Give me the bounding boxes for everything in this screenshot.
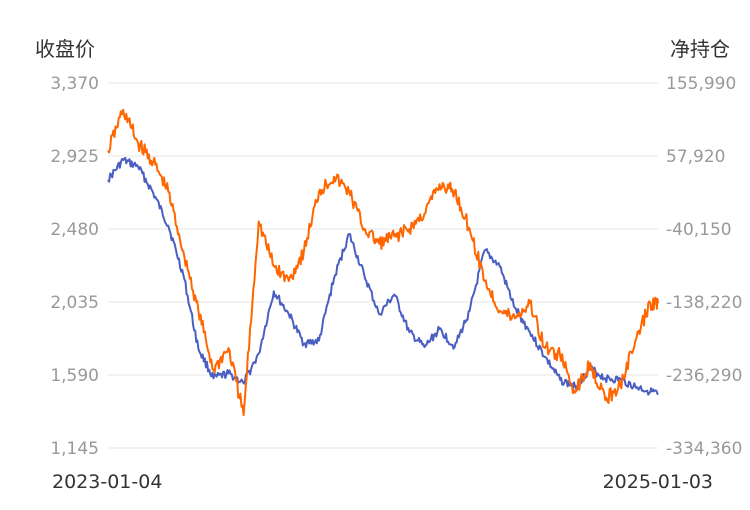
y-left-tick-label: 2,035 xyxy=(50,293,99,313)
y-left-tick-label: 3,370 xyxy=(50,74,99,94)
y-right-ticks: 155,990 57,920 -40,150 -138,220 -236,290 -334… xyxy=(666,74,742,459)
y-left-tick-label: 2,480 xyxy=(50,220,99,240)
y-right-tick-label: 57,920 xyxy=(666,147,725,167)
series-line-net-position xyxy=(107,108,659,416)
y-left-tick-label: 1,145 xyxy=(50,439,99,459)
y-right-tick-label: -138,220 xyxy=(666,293,742,313)
y-right-tick-label: -334,360 xyxy=(666,439,742,459)
y-right-tick-label: -236,290 xyxy=(666,366,742,386)
x-tick-start: 2023-01-04 xyxy=(52,471,162,493)
y-left-tick-label: 1,590 xyxy=(50,366,99,386)
y-right-axis-label: 净持仓 xyxy=(670,37,730,61)
y-right-tick-label: -40,150 xyxy=(666,220,732,240)
y-left-tick-label: 2,925 xyxy=(50,147,99,167)
series-layer xyxy=(107,108,659,416)
y-right-tick-label: 155,990 xyxy=(666,74,736,94)
y-left-ticks: 3,370 2,925 2,480 2,035 1,590 1,145 xyxy=(50,74,99,459)
grid-lines xyxy=(108,82,658,449)
series-line-close-price xyxy=(107,156,659,396)
x-tick-end: 2025-01-03 xyxy=(603,471,713,493)
y-left-axis-label: 收盘价 xyxy=(35,37,95,61)
